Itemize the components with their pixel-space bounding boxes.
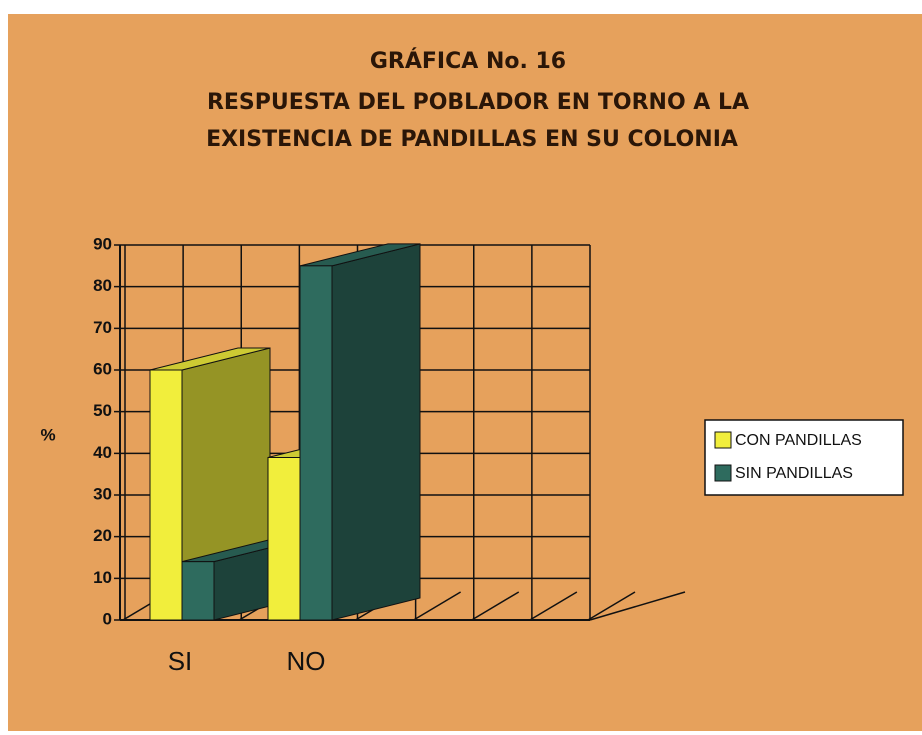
floor-line xyxy=(471,591,520,621)
floor-line xyxy=(589,591,686,621)
y-tick-label: 70 xyxy=(93,318,112,337)
floor-line xyxy=(529,591,578,621)
y-tick-label: 0 xyxy=(103,609,112,628)
bar-front xyxy=(181,561,215,621)
legend-label: SIN PANDILLAS xyxy=(735,465,853,482)
y-tick-label: 60 xyxy=(93,359,112,378)
bar-side xyxy=(331,243,421,621)
floor-line xyxy=(413,591,462,621)
y-tick-label: 10 xyxy=(93,568,112,587)
x-tick-label: SI xyxy=(168,646,193,676)
y-tick-label: 80 xyxy=(93,276,112,295)
legend-swatch xyxy=(714,464,732,482)
legend-swatch xyxy=(714,431,732,449)
y-tick-label: 30 xyxy=(93,484,112,503)
y-tick-label: 50 xyxy=(93,401,112,420)
floor-line xyxy=(587,591,636,621)
bar-front xyxy=(267,457,301,621)
legend-label: CON PANDILLAS xyxy=(735,432,862,449)
y-tick-label: 40 xyxy=(93,443,112,462)
bar-front xyxy=(299,265,333,621)
y-tick-label: 20 xyxy=(93,526,112,545)
chart-title: EXISTENCIA DE PANDILLAS EN SU COLONIA xyxy=(206,127,738,152)
x-tick-label: NO xyxy=(287,646,326,676)
chart-title: GRÁFICA No. 16 xyxy=(370,48,566,74)
y-tick-label: 90 xyxy=(93,234,112,253)
legend-box xyxy=(704,419,904,496)
chart-title: RESPUESTA DEL POBLADOR EN TORNO A LA xyxy=(207,90,749,115)
y-axis-label: % xyxy=(40,425,55,444)
bar xyxy=(299,243,421,621)
chart-background xyxy=(8,14,922,731)
bar-front xyxy=(149,369,183,621)
